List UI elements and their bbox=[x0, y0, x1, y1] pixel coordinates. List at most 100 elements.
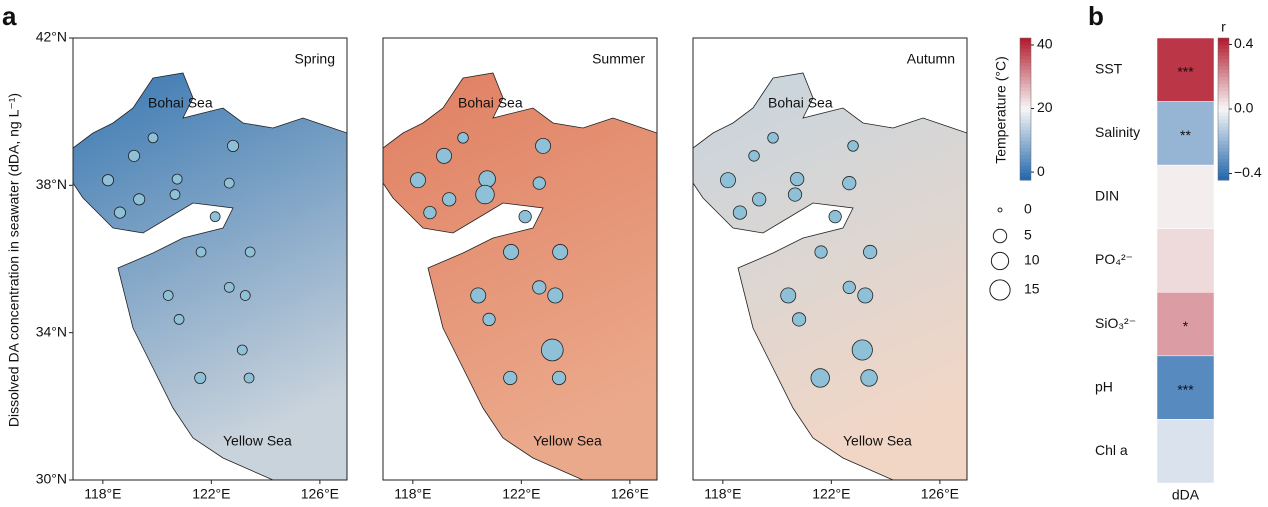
x-tick-label: 122°E bbox=[192, 486, 230, 502]
station-bubble bbox=[863, 244, 878, 260]
size-legend-label: 5 bbox=[1024, 227, 1032, 243]
station-bubble bbox=[552, 244, 569, 260]
x-tick-label: 118°E bbox=[704, 486, 741, 502]
colorbar-step bbox=[1218, 123, 1229, 128]
sea-label: Bohai Sea bbox=[768, 95, 833, 111]
station-bubble bbox=[133, 193, 146, 206]
colorbar-step bbox=[1020, 133, 1031, 138]
station-bubble bbox=[532, 280, 547, 295]
station-bubble bbox=[195, 246, 207, 258]
sea bbox=[73, 72, 347, 480]
colorbar-step bbox=[1218, 62, 1229, 67]
size-legend-bubble bbox=[992, 228, 1008, 244]
station-bubble bbox=[475, 184, 495, 205]
sea-label: Bohai Sea bbox=[148, 95, 213, 111]
panel-letter: b bbox=[1088, 1, 1104, 31]
x-tick-label: 118°E bbox=[84, 486, 121, 502]
sea-label: Yellow Sea bbox=[223, 433, 292, 449]
station-bubble bbox=[518, 210, 532, 224]
colorbar-step bbox=[1218, 158, 1229, 163]
significance: ** bbox=[1180, 127, 1191, 143]
station-bubble bbox=[162, 290, 174, 301]
map-panel: Summer Bohai Sea Yellow Sea 118°E 122°E 126°E bbox=[382, 37, 658, 502]
y-tick-label: 34°N bbox=[36, 323, 67, 339]
colorbar-step bbox=[1218, 84, 1229, 89]
colorbar-step bbox=[1218, 87, 1229, 92]
colorbar-step bbox=[1218, 144, 1229, 149]
row-label: SST bbox=[1095, 60, 1123, 76]
colorbar-step bbox=[1020, 41, 1031, 46]
colorbar-step bbox=[1218, 73, 1229, 78]
colorbar-step bbox=[1020, 151, 1031, 156]
colorbar-tick-label: 40 bbox=[1037, 36, 1053, 52]
colorbar-step bbox=[1020, 105, 1031, 110]
colorbar-step bbox=[1218, 98, 1229, 103]
colorbar-step bbox=[1218, 91, 1229, 96]
station-bubble bbox=[860, 369, 878, 387]
colorbar-tick-label: −0.4 bbox=[1234, 164, 1262, 180]
colorbar-step bbox=[1020, 130, 1031, 135]
station-bubble bbox=[243, 372, 255, 384]
colorbar-tick-label: 0.0 bbox=[1234, 100, 1254, 116]
colorbar-step bbox=[1020, 69, 1031, 74]
x-tick-label: 122°E bbox=[812, 486, 850, 502]
station-bubble bbox=[223, 177, 235, 189]
colorbar-step bbox=[1218, 55, 1229, 60]
significance: *** bbox=[1177, 381, 1194, 397]
colorbar-step bbox=[1020, 123, 1031, 128]
colorbar-step bbox=[1020, 80, 1031, 85]
season-title: Autumn bbox=[907, 51, 955, 67]
station-bubble bbox=[101, 174, 115, 187]
colorbar-step bbox=[1020, 55, 1031, 60]
colorbar-step bbox=[1218, 80, 1229, 85]
colorbar-step bbox=[1020, 140, 1031, 145]
station-bubble bbox=[194, 371, 207, 385]
colorbar-step bbox=[1020, 158, 1031, 163]
heatmap-cell bbox=[1156, 228, 1215, 293]
sea-label: Yellow Sea bbox=[533, 433, 602, 449]
station-bubble bbox=[173, 314, 185, 325]
sea bbox=[383, 72, 657, 480]
colorbar-step bbox=[1020, 162, 1031, 167]
colorbar-step bbox=[1020, 169, 1031, 174]
x-tick-label: 126°E bbox=[611, 486, 649, 502]
x-tick-label: 126°E bbox=[921, 486, 959, 502]
y-tick-label: 30°N bbox=[36, 471, 67, 487]
colorbar-step bbox=[1020, 84, 1031, 89]
colorbar-step bbox=[1218, 48, 1229, 53]
colorbar-step bbox=[1020, 119, 1031, 124]
station-bubble bbox=[720, 172, 736, 189]
station-bubble bbox=[442, 192, 457, 207]
colorbar-step bbox=[1020, 59, 1031, 64]
size-legend-label: 10 bbox=[1024, 252, 1040, 268]
sea-label: Bohai Sea bbox=[458, 95, 523, 111]
station-bubble bbox=[457, 132, 469, 144]
colorbar-step bbox=[1020, 126, 1031, 131]
colorbar-step bbox=[1020, 137, 1031, 142]
colorbar-step bbox=[1020, 38, 1031, 43]
station-bubble bbox=[752, 192, 767, 207]
station-bubble bbox=[857, 287, 874, 304]
colorbar-step bbox=[1218, 38, 1229, 43]
colorbar-step bbox=[1020, 73, 1031, 78]
colorbar-step bbox=[1218, 140, 1229, 145]
station-bubble bbox=[532, 176, 546, 190]
map-panel: Autumn Bohai Sea Yellow Sea 118°E 122°E 126°E bbox=[692, 37, 968, 502]
station-bubble bbox=[244, 246, 256, 258]
colorbar-step bbox=[1218, 155, 1229, 160]
station-bubble bbox=[748, 150, 760, 162]
row-label: Salinity bbox=[1095, 124, 1140, 140]
station-bubble bbox=[209, 211, 221, 223]
size-legend-bubble bbox=[997, 207, 1003, 213]
station-bubble bbox=[787, 187, 803, 202]
station-bubble bbox=[470, 287, 487, 304]
colorbar-step bbox=[1218, 126, 1229, 131]
row-label: SiO₃²⁻ bbox=[1095, 315, 1136, 331]
station-bubble bbox=[780, 287, 797, 304]
heatmap-cell bbox=[1156, 355, 1215, 420]
panel-letter: a bbox=[2, 1, 17, 31]
station-bubble bbox=[436, 147, 452, 164]
colorbar-step bbox=[1218, 77, 1229, 82]
frame bbox=[382, 37, 658, 481]
station-bubble bbox=[482, 312, 496, 327]
